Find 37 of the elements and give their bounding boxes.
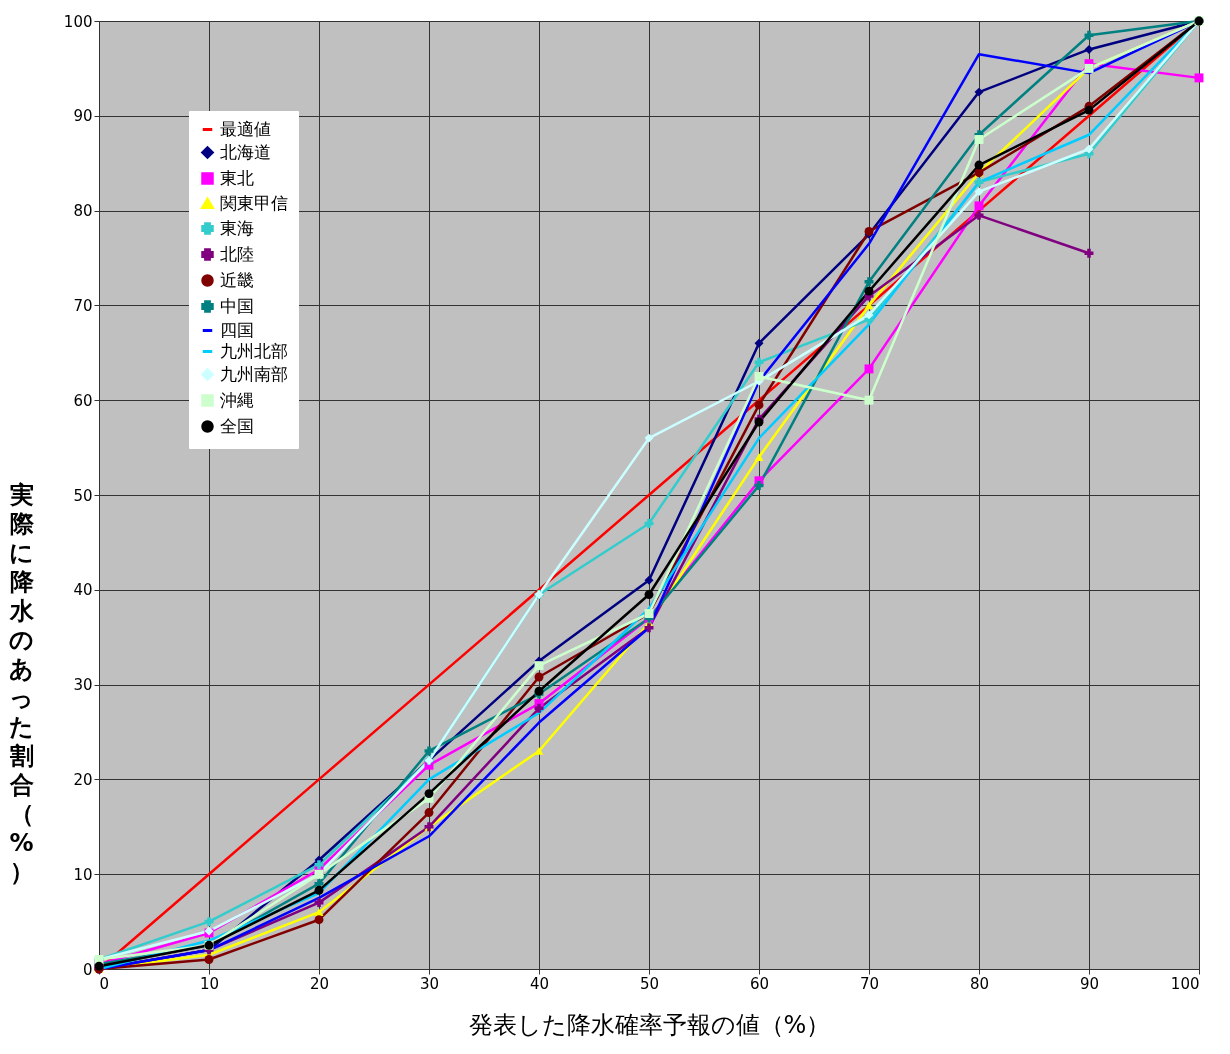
y-tick-label: 40 — [73, 581, 93, 600]
legend-label: 最適値 — [220, 118, 271, 139]
legend-label: 北海道 — [220, 141, 271, 162]
x-tick-label: 30 — [419, 974, 440, 993]
legend-label: 全国 — [220, 415, 254, 436]
x-tick-label: 20 — [309, 974, 330, 993]
legend-label: 九州南部 — [220, 363, 288, 384]
x-tick-label: 40 — [529, 974, 550, 993]
x-tick-label: 100 — [1170, 974, 1200, 993]
x-tick-label: 60 — [749, 974, 770, 993]
y-tick-label: 0 — [82, 960, 93, 979]
y-tick-label: 20 — [73, 770, 93, 789]
legend-label: 四国 — [220, 319, 254, 340]
text: 実際に降水のあった割合（%） — [9, 480, 34, 886]
y-tick-label: 90 — [73, 107, 93, 126]
legend-label: 北陸 — [220, 243, 254, 264]
legend-label: 沖縄 — [220, 389, 254, 410]
y-tick-label: 70 — [73, 296, 93, 315]
x-axis-title: 発表した降水確率予報の値（%） — [468, 1010, 831, 1039]
legend-label: 近畿 — [220, 269, 254, 290]
legend-label: 中国 — [220, 295, 254, 316]
y-tick-label: 80 — [73, 202, 93, 221]
legend-label: 関東甲信 — [220, 192, 288, 213]
y-tick-label: 30 — [73, 676, 93, 695]
x-tick-label: 90 — [1079, 974, 1100, 993]
legend-label: 東北 — [220, 167, 254, 188]
y-tick-label: 50 — [73, 486, 93, 505]
x-tick-label: 50 — [639, 974, 660, 993]
y-tick-label: 60 — [73, 391, 93, 410]
x-tick-label: 0 — [99, 974, 110, 993]
y-tick-label: 10 — [73, 865, 93, 884]
x-tick-label: 10 — [199, 974, 220, 993]
x-tick-label: 70 — [859, 974, 880, 993]
legend-label: 九州北部 — [220, 340, 288, 361]
legend-label: 東海 — [220, 217, 254, 238]
y-tick-label: 100 — [63, 12, 93, 31]
x-tick-label: 80 — [969, 974, 990, 993]
